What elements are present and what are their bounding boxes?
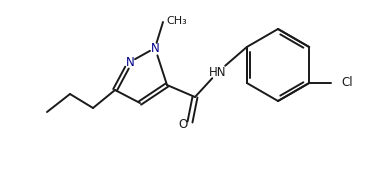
Text: O: O [178, 119, 188, 131]
Text: HN: HN [209, 65, 227, 78]
Text: N: N [151, 42, 160, 55]
Text: N: N [126, 56, 134, 69]
Text: CH₃: CH₃ [166, 16, 187, 26]
Text: Cl: Cl [341, 76, 353, 89]
